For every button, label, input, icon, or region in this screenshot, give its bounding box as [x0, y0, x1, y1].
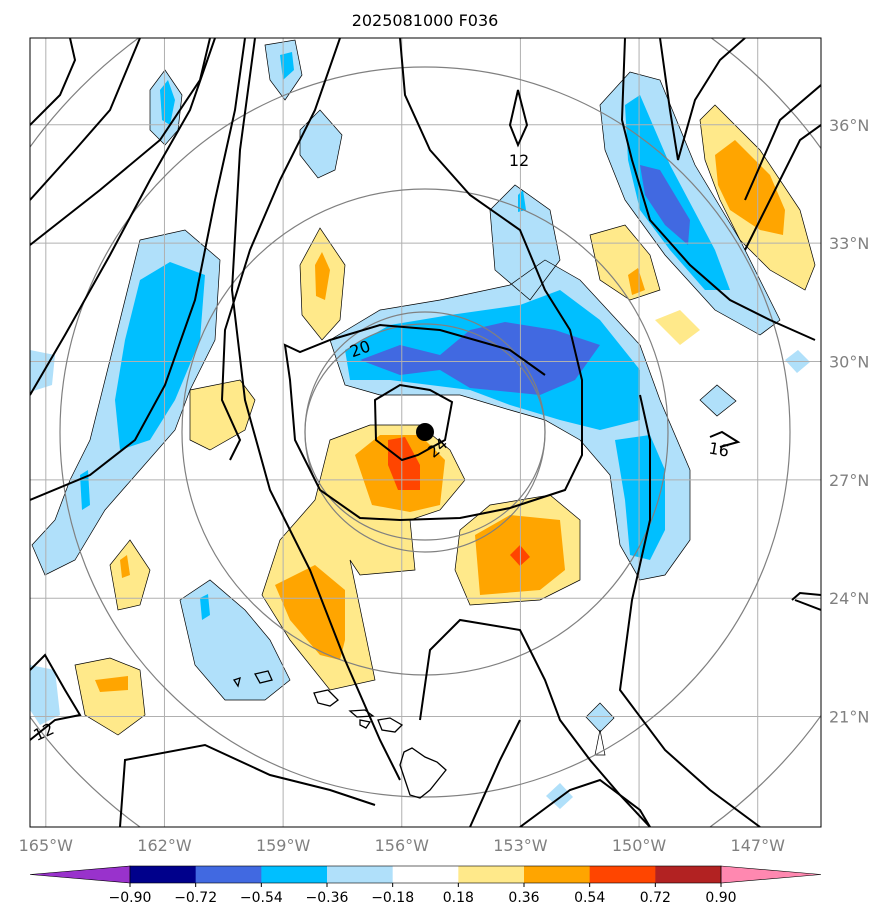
x-tick-labels: 165°W 162°W 159°W 156°W 153°W 150°W 147°W: [19, 836, 785, 855]
y-tick-labels: 21°N 24°N 27°N 30°N 33°N 36°N: [829, 116, 869, 727]
y-tick-label: 21°N: [829, 708, 869, 727]
storm-center-marker: [416, 423, 434, 441]
x-tick-label: 150°W: [612, 836, 667, 855]
x-tick-label: 159°W: [256, 836, 311, 855]
colorbar-tick-label: −0.18: [371, 890, 414, 906]
colorbar-segment: [458, 866, 525, 883]
y-tick-label: 36°N: [829, 116, 869, 135]
map-frame: [29, 37, 822, 828]
chart-title: 2025081000 F036: [352, 11, 499, 30]
colorbar-segment: [589, 866, 656, 883]
x-tick-label: 147°W: [731, 836, 786, 855]
colorbar-segment: [655, 866, 722, 883]
colorbar-tick-label: 0.90: [705, 890, 736, 906]
colorbar: −0.90 −0.72 −0.54 −0.36 −0.18 0.18 0.36 0.54 0.7…: [29, 865, 822, 906]
colorbar-extend-high: [720, 865, 822, 884]
colorbar-tick-label: −0.72: [174, 890, 217, 906]
y-tick-label: 30°N: [829, 352, 869, 371]
negative-anomaly-strong: [360, 165, 690, 395]
colorbar-tick-label: 0.18: [443, 890, 474, 906]
coastlines: [232, 670, 447, 799]
y-tick-label: 27°N: [829, 471, 869, 490]
colorbar-segment: [327, 866, 394, 883]
colorbar-segment: [130, 866, 197, 883]
x-tick-label: 162°W: [137, 836, 192, 855]
colorbar-tick-label: 0.54: [574, 890, 605, 906]
x-tick-label: 156°W: [375, 836, 430, 855]
colorbar-segment: [195, 866, 262, 883]
colorbar-segment: [392, 866, 459, 883]
colorbar-extend-low: [29, 865, 131, 884]
colorbar-tick-label: 0.36: [508, 890, 539, 906]
colorbar-tick-label: −0.36: [306, 890, 349, 906]
contour-label-16: 16: [707, 438, 730, 460]
colorbar-tick-label: −0.90: [109, 890, 152, 906]
x-tick-label: 165°W: [19, 836, 74, 855]
colorbar-frame: [129, 865, 722, 884]
gridlines: [30, 38, 821, 827]
colorbar-tick-label: −0.54: [240, 890, 283, 906]
colorbar-segment: [524, 866, 591, 883]
colorbar-segment: [261, 866, 328, 883]
height-contours: [30, 38, 821, 827]
y-tick-label: 24°N: [829, 589, 869, 608]
y-tick-label: 33°N: [829, 234, 869, 253]
contour-label-12-north: 12: [509, 151, 529, 170]
x-tick-label: 153°W: [493, 836, 548, 855]
colorbar-tick-label: 0.72: [640, 890, 671, 906]
